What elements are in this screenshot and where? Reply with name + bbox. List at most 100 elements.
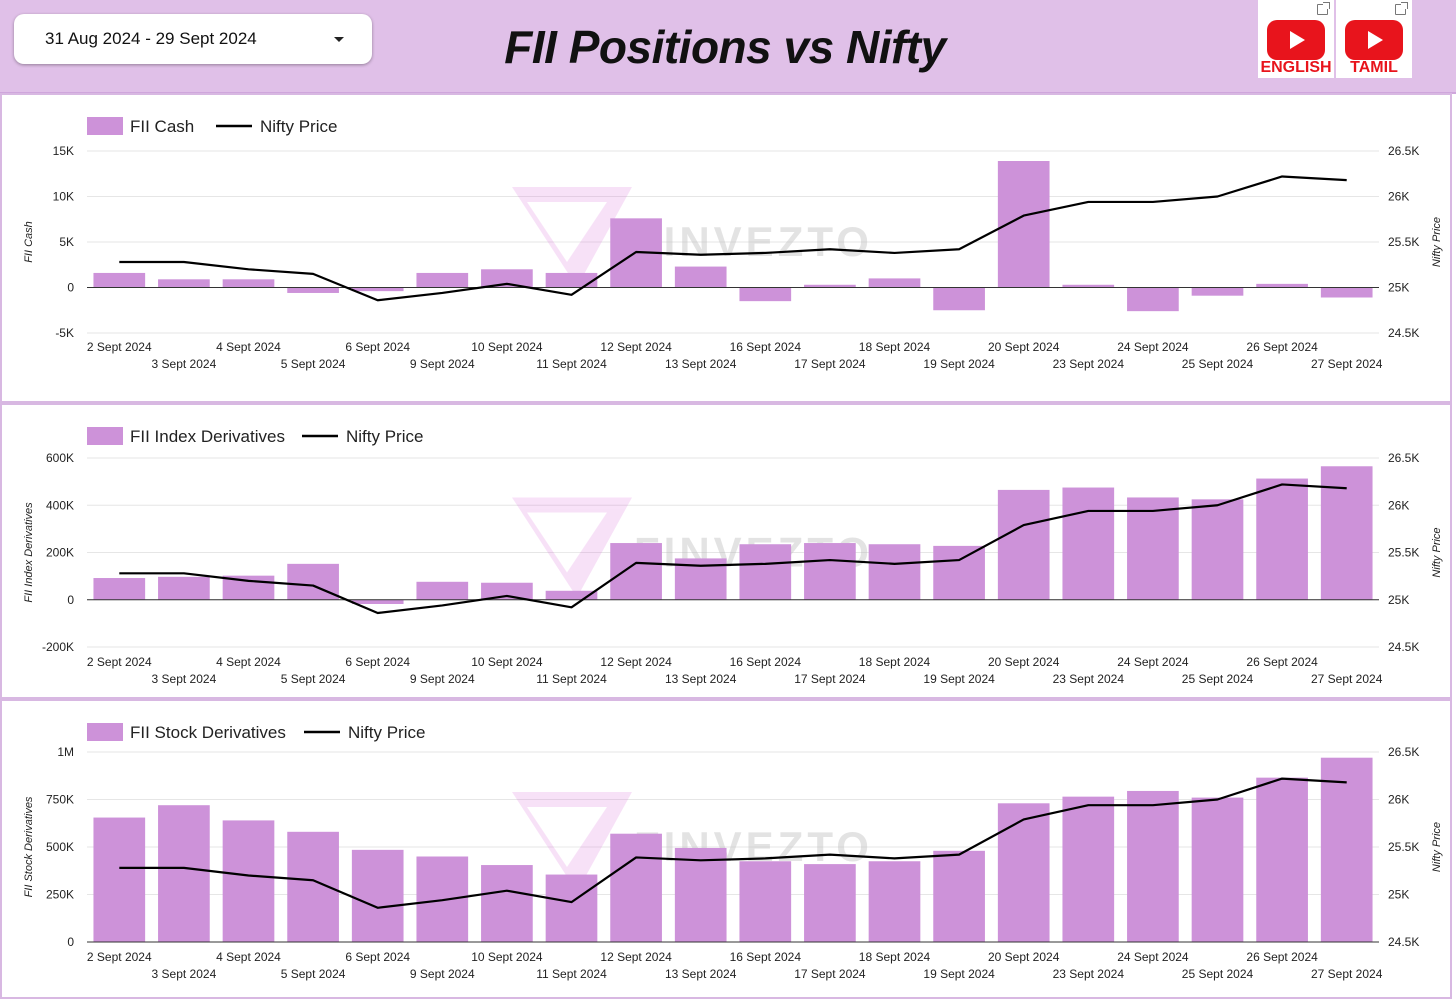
bar xyxy=(481,865,533,942)
bar xyxy=(804,543,856,600)
bar xyxy=(674,847,727,942)
fii-cash-panel: 15K 26.5K 10K 26K 5K 25.5K 0 25K -5K 24.5K FINVEZT… xyxy=(0,93,1452,403)
y2-axis-title: Nifty Price xyxy=(1431,822,1443,872)
bar xyxy=(481,582,533,600)
y-tick-label: 15K xyxy=(53,144,74,158)
bar xyxy=(739,287,792,302)
bar xyxy=(933,287,985,311)
y-tick-label: 5K xyxy=(59,235,74,249)
x-tick-label: 10 Sept 2024 xyxy=(471,655,543,669)
bar xyxy=(545,874,598,942)
bar xyxy=(868,278,921,288)
x-tick-label: 3 Sept 2024 xyxy=(152,357,217,371)
legend-bar-label: FII Index Derivatives xyxy=(130,427,285,446)
y-axis-title: FII Index Derivatives xyxy=(23,502,35,603)
watermark-shape xyxy=(527,512,607,573)
bar xyxy=(416,581,469,600)
bar xyxy=(351,287,404,292)
youtube-icon xyxy=(1345,20,1403,60)
page-title: FII Positions vs Nifty xyxy=(504,21,946,73)
x-tick-label: 11 Sept 2024 xyxy=(536,357,607,371)
x-tick-label: 4 Sept 2024 xyxy=(216,655,281,669)
youtube-icon xyxy=(1267,20,1325,60)
x-tick-label: 20 Sept 2024 xyxy=(988,950,1060,964)
bar xyxy=(610,833,662,942)
y-axis-title: FII Stock Derivatives xyxy=(23,796,35,897)
dropdown-arrow-icon xyxy=(334,37,344,42)
y2-tick-label: 26K xyxy=(1388,498,1409,512)
x-tick-label: 12 Sept 2024 xyxy=(600,655,672,669)
bar xyxy=(674,266,727,288)
x-tick-label: 9 Sept 2024 xyxy=(410,967,475,981)
bar xyxy=(868,861,921,942)
y-tick-label: 1M xyxy=(57,745,74,759)
x-tick-label: 12 Sept 2024 xyxy=(600,340,672,354)
x-tick-label: 5 Sept 2024 xyxy=(281,672,346,686)
x-tick-label: 25 Sept 2024 xyxy=(1182,357,1254,371)
y-tick-label: 0 xyxy=(67,281,74,295)
y-tick-label: -5K xyxy=(55,326,74,340)
bar xyxy=(545,272,598,288)
y2-tick-label: 24.5K xyxy=(1388,326,1419,340)
bar xyxy=(351,599,404,605)
x-tick-label: 26 Sept 2024 xyxy=(1246,340,1318,354)
legend-line-label: Nifty Price xyxy=(346,427,423,446)
x-tick-label: 3 Sept 2024 xyxy=(152,672,217,686)
bar xyxy=(933,850,985,942)
y-tick-label: 400K xyxy=(46,498,74,512)
date-range-selector[interactable]: 31 Aug 2024 - 29 Sept 2024 xyxy=(14,14,372,64)
watermark-shape xyxy=(527,807,607,867)
watermark-logo xyxy=(512,187,632,287)
x-tick-label: 6 Sept 2024 xyxy=(345,655,410,669)
legend-bar-label: FII Stock Derivatives xyxy=(130,723,286,742)
bar xyxy=(1062,284,1115,288)
watermark-logo xyxy=(512,792,632,892)
watermark-shape xyxy=(512,187,632,287)
legend-bar-swatch xyxy=(87,723,123,741)
fii-index-derivatives-chart: 600K 26.5K 400K 26K 200K 25.5K 0 25K -200K 24.5K F… xyxy=(23,427,1443,686)
y-tick-label: 0 xyxy=(67,593,74,607)
bar xyxy=(158,805,210,942)
x-tick-label: 2 Sept 2024 xyxy=(87,655,152,669)
x-tick-label: 27 Sept 2024 xyxy=(1311,357,1383,371)
bar xyxy=(93,272,146,288)
x-tick-label: 17 Sept 2024 xyxy=(794,967,866,981)
x-tick-label: 16 Sept 2024 xyxy=(730,340,802,354)
bar xyxy=(416,272,469,288)
bar xyxy=(997,489,1050,600)
fii-index-derivatives-panel: 600K 26.5K 400K 26K 200K 25.5K 0 25K -200K 24.5K F… xyxy=(0,403,1452,699)
y-tick-label: 250K xyxy=(46,888,74,902)
external-link-icon xyxy=(1317,2,1330,15)
y2-tick-label: 25K xyxy=(1388,593,1409,607)
x-tick-label: 24 Sept 2024 xyxy=(1117,655,1189,669)
y-tick-label: -200K xyxy=(42,640,74,654)
bar xyxy=(1191,287,1244,296)
bar xyxy=(93,817,146,942)
y2-tick-label: 24.5K xyxy=(1388,935,1419,949)
x-tick-label: 9 Sept 2024 xyxy=(410,357,475,371)
y2-tick-label: 26.5K xyxy=(1388,745,1419,759)
x-tick-label: 16 Sept 2024 xyxy=(730,950,802,964)
legend-bar-label: FII Cash xyxy=(130,117,194,136)
y-tick-label: 750K xyxy=(46,793,74,807)
x-tick-label: 19 Sept 2024 xyxy=(923,967,995,981)
bar xyxy=(804,864,856,942)
y2-tick-label: 26.5K xyxy=(1388,451,1419,465)
y-tick-label: 500K xyxy=(46,840,74,854)
x-tick-label: 16 Sept 2024 xyxy=(730,655,802,669)
x-tick-label: 13 Sept 2024 xyxy=(665,672,737,686)
bar xyxy=(545,590,598,600)
bar xyxy=(868,544,921,600)
bar xyxy=(481,269,533,288)
english-youtube-button[interactable]: ENGLISH xyxy=(1258,0,1334,78)
x-tick-label: 24 Sept 2024 xyxy=(1117,340,1189,354)
tamil-youtube-button[interactable]: TAMIL xyxy=(1336,0,1412,78)
x-tick-label: 18 Sept 2024 xyxy=(859,950,931,964)
external-link-icon xyxy=(1395,2,1408,15)
bar xyxy=(1127,497,1179,600)
date-range-text: 31 Aug 2024 - 29 Sept 2024 xyxy=(45,29,257,48)
x-tick-label: 26 Sept 2024 xyxy=(1246,950,1318,964)
bar xyxy=(351,849,404,942)
y-tick-label: 0 xyxy=(67,935,74,949)
legend-bar-swatch xyxy=(87,117,123,135)
